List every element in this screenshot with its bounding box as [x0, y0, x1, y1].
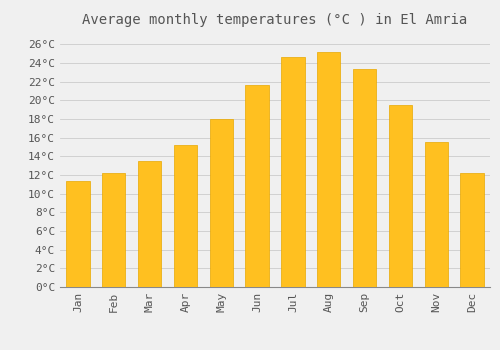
Bar — [66, 181, 90, 287]
Bar — [210, 119, 233, 287]
Bar — [460, 173, 483, 287]
Bar — [424, 142, 448, 287]
Bar — [282, 57, 304, 287]
Bar — [317, 52, 340, 287]
Bar — [246, 85, 268, 287]
Title: Average monthly temperatures (°C ) in El Amria: Average monthly temperatures (°C ) in El… — [82, 13, 468, 27]
Bar — [389, 105, 412, 287]
Bar — [353, 69, 376, 287]
Bar — [138, 161, 161, 287]
Bar — [102, 173, 126, 287]
Bar — [174, 145, 197, 287]
